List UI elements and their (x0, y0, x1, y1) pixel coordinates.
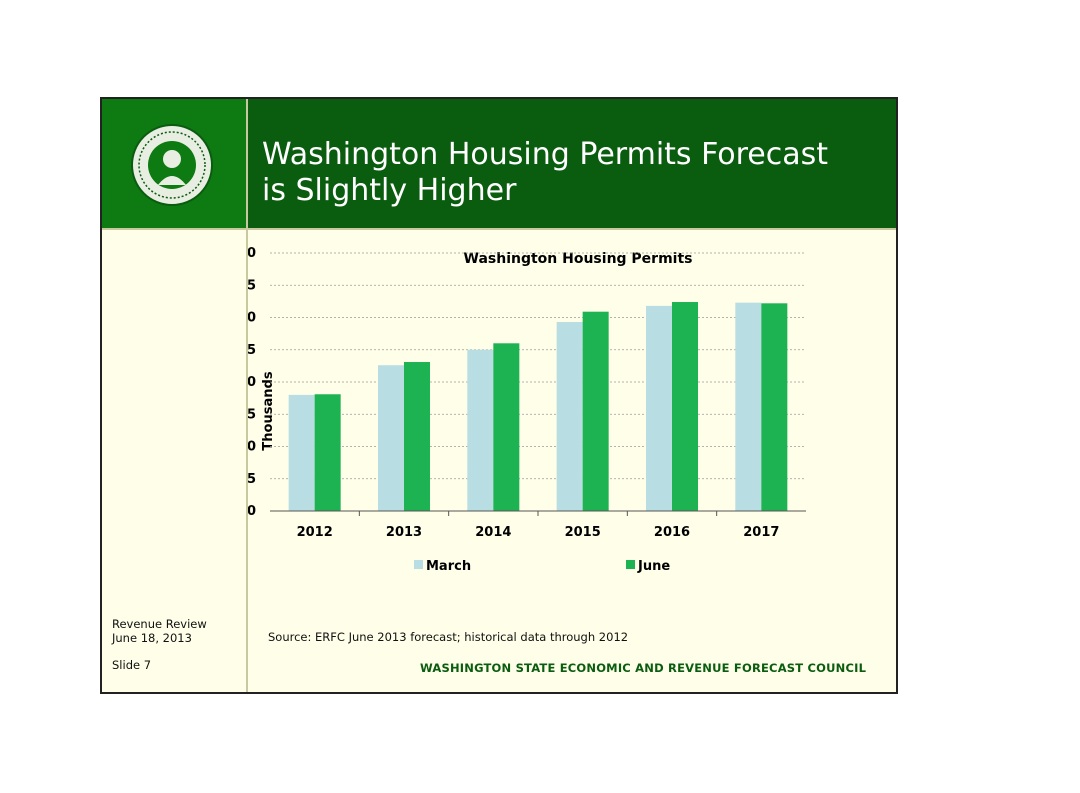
divider (246, 229, 248, 692)
note-line: Revenue Review (112, 617, 207, 631)
legend-swatch-march (414, 560, 423, 569)
y-axis-label: Thousands (261, 371, 276, 450)
bar-june-2012 (314, 394, 341, 511)
chart-title: Washington Housing Permits (464, 251, 693, 267)
y-tick-label: 25 (248, 407, 256, 422)
y-tick-label: 15 (248, 472, 256, 487)
bar-june-2015 (582, 311, 609, 511)
slide-number: Slide 7 (112, 658, 152, 672)
bar-march-2015 (556, 322, 583, 511)
y-tick-label: 20 (248, 440, 256, 455)
x-tick-label: 2015 (565, 525, 601, 540)
slide: Washington Housing Permits Forecast is S… (100, 97, 898, 694)
y-tick-label: 45 (248, 278, 256, 293)
bar-june-2017 (761, 303, 788, 511)
x-tick-label: 2012 (297, 525, 333, 540)
bar-march-2014 (467, 349, 494, 511)
legend: March June (414, 559, 670, 574)
legend-label-june: June (637, 559, 670, 574)
source-note: Source: ERFC June 2013 forecast; histori… (268, 630, 629, 644)
y-tick-label: 40 (248, 311, 256, 326)
bar-march-2013 (378, 365, 404, 511)
y-tick-label: 35 (248, 343, 256, 358)
x-tick-label: 2017 (743, 525, 779, 540)
slide-title-line: Washington Housing Permits Forecast (262, 137, 829, 172)
bar-june-2013 (404, 362, 430, 511)
revenue-review-note: Revenue Review June 18, 2013 (112, 617, 207, 645)
bar-chart: Washington Housing Permits Thousands 10 1… (248, 246, 806, 574)
state-seal-icon (131, 124, 213, 206)
y-tick-label: 30 (248, 375, 256, 390)
bar-march-2012 (288, 394, 315, 511)
y-tick-label: 50 (248, 246, 256, 261)
slide-title: Washington Housing Permits Forecast is S… (262, 137, 882, 209)
bar-march-2016 (646, 305, 672, 511)
x-tick-label: 2014 (475, 525, 511, 540)
note-line: June 18, 2013 (112, 631, 192, 645)
legend-swatch-june (626, 560, 635, 569)
bar-june-2014 (493, 343, 520, 511)
divider (102, 228, 896, 230)
y-tick-label: 10 (248, 504, 256, 519)
bar-march-2017 (735, 302, 762, 511)
bar-june-2016 (672, 302, 698, 511)
x-tick-label: 2013 (386, 525, 422, 540)
slide-title-line: is Slightly Higher (262, 173, 517, 208)
organization-name: WASHINGTON STATE ECONOMIC AND REVENUE FO… (420, 661, 867, 675)
x-tick-label: 2016 (654, 525, 690, 540)
legend-label-march: March (426, 559, 471, 574)
seal-panel (102, 99, 248, 229)
